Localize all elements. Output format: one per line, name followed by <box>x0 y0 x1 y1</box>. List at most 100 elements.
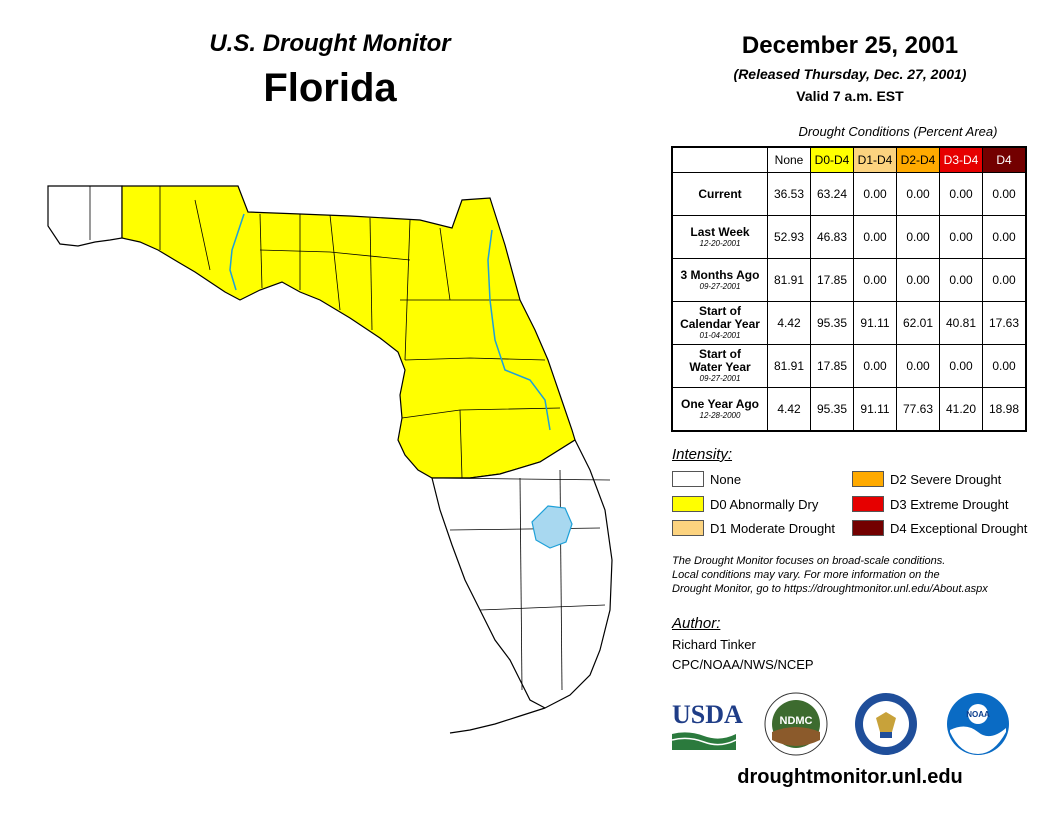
svg-text:NOAA: NOAA <box>966 710 990 719</box>
florida-keys <box>449 707 546 734</box>
table-header-row: None D0-D4 D1-D4 D2-D4 D3-D4 D4 <box>672 146 1027 173</box>
table-cell: 77.63 <box>896 387 940 432</box>
county-lines <box>89 186 611 691</box>
legend-label: D3 Extreme Drought <box>890 496 1009 512</box>
svg-text:NDMC: NDMC <box>780 715 813 727</box>
table-cell: 0.00 <box>853 344 897 388</box>
author-title: Author: <box>672 615 721 632</box>
legend-swatch <box>852 520 884 536</box>
note-line: The Drought Monitor focuses on broad-sca… <box>672 555 946 567</box>
table-row-current: Current 36.53 63.24 0.00 0.00 0.00 0.00 <box>671 172 1027 216</box>
table-cell: 0.00 <box>896 215 940 259</box>
state-title: Florida <box>263 66 397 110</box>
col-header-d0-d4: D0-D4 <box>810 146 854 173</box>
noaa-logo: NOAA <box>946 692 1010 756</box>
legend-item-d1: D1 Moderate Drought <box>672 519 835 537</box>
row-label: Start of Water Year 09-27-2001 <box>671 344 768 388</box>
table-cell: 0.00 <box>853 258 897 302</box>
lake-okeechobee <box>531 505 573 549</box>
col-header-d3-d4: D3-D4 <box>939 146 983 173</box>
valid-time: Valid 7 a.m. EST <box>796 88 904 104</box>
col-header-d1-d4: D1-D4 <box>853 146 897 173</box>
legend-swatch <box>672 520 704 536</box>
noaa-logo-mark: NOAA <box>947 693 1009 755</box>
legend-title: Intensity: <box>672 446 733 463</box>
table-cell: 36.53 <box>767 172 811 216</box>
table-cell: 41.20 <box>939 387 983 432</box>
row-label: Last Week 12-20-2001 <box>671 215 768 259</box>
table-cell: 0.00 <box>982 344 1027 388</box>
table-cell: 91.11 <box>853 301 897 345</box>
legend-item-d0: D0 Abnormally Dry <box>672 495 818 513</box>
legend-item-d2: D2 Severe Drought <box>852 470 1001 488</box>
drought-monitor-note: The Drought Monitor focuses on broad-sca… <box>672 554 1052 596</box>
legend-swatch <box>672 496 704 512</box>
river-apalachicola <box>229 213 245 291</box>
table-cell: 0.00 <box>982 215 1027 259</box>
row-label: One Year Ago 12-28-2000 <box>671 387 768 432</box>
table-cell: 17.63 <box>982 301 1027 345</box>
table-row-3-months-ago: 3 Months Ago 09-27-2001 81.91 17.85 0.00 … <box>671 258 1027 302</box>
table-cell: 17.85 <box>810 258 854 302</box>
table-cell: 0.00 <box>853 215 897 259</box>
map-date: December 25, 2001 <box>741 32 959 59</box>
row-label: Current <box>671 172 768 216</box>
commerce-seal-logo <box>854 692 918 756</box>
table-row-start-water-year: Start of Water Year 09-27-2001 81.91 17.85… <box>671 344 1027 388</box>
table-cell: 0.00 <box>896 258 940 302</box>
table-cell: 17.85 <box>810 344 854 388</box>
col-header-d4: D4 <box>982 146 1027 173</box>
legend-label: D1 Moderate Drought <box>710 520 836 536</box>
table-cell: 91.11 <box>853 387 897 432</box>
table-cell: 62.01 <box>896 301 940 345</box>
author-name: Richard Tinker <box>672 637 756 652</box>
monitor-title: U.S. Drought Monitor <box>209 30 451 57</box>
table-cell: 40.81 <box>939 301 983 345</box>
table-cell: 81.91 <box>767 344 811 388</box>
legend-label: D0 Abnormally Dry <box>710 496 819 512</box>
note-line: Drought Monitor, go to https://droughtmo… <box>672 583 988 595</box>
table-cell: 0.00 <box>896 344 940 388</box>
table-cell: 0.00 <box>853 172 897 216</box>
table-cell: 52.93 <box>767 215 811 259</box>
table-cell: 46.83 <box>810 215 854 259</box>
map-region-none-south <box>431 439 613 709</box>
legend-label: D4 Exceptional Drought <box>890 520 1028 536</box>
legend-swatch <box>852 496 884 512</box>
legend-item-d3: D3 Extreme Drought <box>852 495 1009 513</box>
legend-label: None <box>710 471 742 487</box>
table-cell: 0.00 <box>982 258 1027 302</box>
table-row-start-calendar-year: Start of Calendar Year 01-04-2001 4.42 95.… <box>671 301 1027 345</box>
col-header-none: None <box>767 146 811 173</box>
table-cell: 0.00 <box>896 172 940 216</box>
note-line: Local conditions may vary. For more info… <box>672 569 940 581</box>
table-cell: 4.42 <box>767 387 811 432</box>
florida-drought-map <box>47 185 613 734</box>
table-row-one-year-ago: One Year Ago 12-28-2000 4.42 95.35 91.11 … <box>671 387 1027 432</box>
row-label: Start of Calendar Year 01-04-2001 <box>671 301 768 345</box>
map-region-d0 <box>121 185 576 479</box>
table-cell: 63.24 <box>810 172 854 216</box>
legend-swatch <box>852 471 884 487</box>
legend-item-none: None <box>672 470 741 488</box>
table-cell: 0.00 <box>982 172 1027 216</box>
table-row-last-week: Last Week 12-20-2001 52.93 46.83 0.00 0.0… <box>671 215 1027 259</box>
table-cell: 0.00 <box>939 258 983 302</box>
footer-url[interactable]: droughtmonitor.unl.edu <box>737 766 963 788</box>
commerce-seal-mark <box>855 693 917 755</box>
table-cell: 0.00 <box>939 344 983 388</box>
table-cell: 95.35 <box>810 301 854 345</box>
legend-item-d4: D4 Exceptional Drought <box>852 519 1027 537</box>
ndmc-logo: NDMC <box>764 692 828 756</box>
map-region-none-west <box>47 185 123 247</box>
row-label: 3 Months Ago 09-27-2001 <box>671 258 768 302</box>
table-cell: 4.42 <box>767 301 811 345</box>
release-date: (Released Thursday, Dec. 27, 2001) <box>733 66 967 82</box>
ndmc-logo-mark: NDMC <box>764 692 828 756</box>
table-corner <box>672 147 768 173</box>
table-cell: 18.98 <box>982 387 1027 432</box>
legend-label: D2 Severe Drought <box>890 471 1002 487</box>
table-cell: 81.91 <box>767 258 811 302</box>
usda-logo: USDA <box>672 700 743 750</box>
table-cell: 0.00 <box>939 172 983 216</box>
